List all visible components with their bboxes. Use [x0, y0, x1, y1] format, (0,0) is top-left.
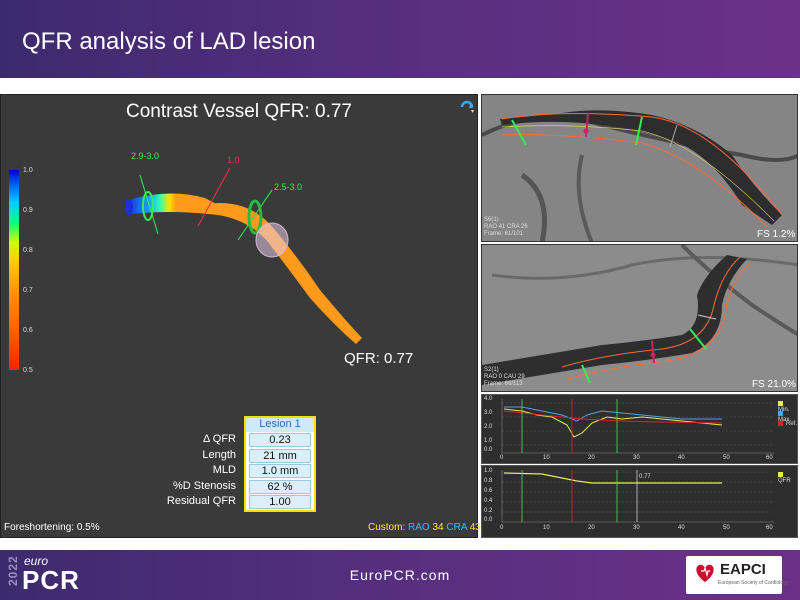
- legend-item-min: Min.: [778, 401, 797, 413]
- scale-tick: 0.5: [23, 367, 33, 374]
- x-tick: 50: [723, 455, 730, 461]
- y-tick: 0.2: [484, 508, 493, 514]
- rao-label: RAO: [408, 522, 430, 533]
- angio-info-line: S2(1): [484, 367, 499, 373]
- y-tick: 0.4: [484, 498, 493, 504]
- legend-swatch: [778, 421, 783, 426]
- legend-label: Max.: [778, 417, 792, 424]
- x-tick: 20: [588, 525, 595, 531]
- qfr-3d-panel[interactable]: [0, 94, 478, 538]
- angiogram-top[interactable]: S6(1) RAO 41 CRA 26 Frame: 61/101 FS 1.2…: [481, 94, 798, 242]
- qfr-panel-title: Contrast Vessel QFR: 0.77: [126, 101, 352, 122]
- proximal-diameter-label: 2.9-3.0: [131, 151, 160, 161]
- x-tick: 20: [588, 455, 595, 461]
- angiogram-bottom[interactable]: S2(1) RAO 0 CAU 29 Frame: 66/113 FS 21.0…: [481, 244, 798, 392]
- slide-title: QFR analysis of LAD lesion: [22, 28, 316, 55]
- legend-label: QFR: [778, 478, 791, 485]
- lesion-row-value: 1.00: [249, 495, 311, 509]
- angio-info-line: S6(1): [484, 217, 499, 223]
- custom-prefix: Custom:: [368, 522, 406, 533]
- footer-url[interactable]: EuroPCR.com: [349, 567, 451, 583]
- x-tick: 0: [500, 525, 504, 531]
- legend-item-qfr: QFR: [778, 472, 797, 484]
- y-tick: 0.6: [484, 488, 493, 494]
- scale-tick: 0.6: [23, 327, 33, 334]
- x-tick: 30: [633, 525, 640, 531]
- y-tick: 3.0: [484, 410, 493, 416]
- lesion-row-value: 21 mm: [249, 449, 311, 463]
- angio-info-line: RAO 0 CAU 29: [484, 374, 525, 380]
- x-tick: 30: [633, 455, 640, 461]
- lesion-table-header[interactable]: Lesion 1: [246, 418, 314, 432]
- lesion-row-label: Residual QFR: [166, 495, 236, 507]
- x-tick: 40: [678, 455, 685, 461]
- lesion-row-label: Length: [202, 449, 236, 461]
- eapci-sub-label: European Society of Cardiology: [718, 580, 789, 586]
- diameter-graph[interactable]: 4.0 3.0 2.0 1.0 0.0 0 10 20 30 40 50 60 …: [481, 394, 798, 464]
- eapci-heart-icon: [696, 564, 714, 582]
- lesion-row-value: 0.23: [249, 433, 311, 447]
- y-tick: 0.8: [484, 478, 493, 484]
- qfr-pullback-graph[interactable]: 1.0 0.8 0.6 0.4 0.2 0.0 0 10 20 30 40 50…: [481, 465, 798, 538]
- y-tick: 2.0: [484, 424, 493, 430]
- angio-info-line: Frame: 61/101: [484, 231, 524, 237]
- legend-item-max: Max.: [778, 411, 797, 423]
- europcr-logo-euro: euro: [24, 554, 49, 568]
- slide-header: QFR analysis of LAD lesion: [0, 0, 800, 78]
- lesion-row-label: %D Stenosis: [173, 480, 236, 492]
- distal-diameter-label: 2.5-3.0: [274, 182, 303, 192]
- x-tick: 10: [543, 525, 550, 531]
- menu-dots-icon[interactable]: ▾: [471, 109, 475, 115]
- lesion-row-value: 62 %: [249, 480, 311, 494]
- diameter-graph-plot: [501, 399, 774, 454]
- x-tick: 60: [766, 525, 773, 531]
- x-tick: 10: [543, 455, 550, 461]
- vessel-3d-render[interactable]: [110, 150, 380, 350]
- projection-readout: Custom: RAO 34 CRA 43: [368, 522, 481, 533]
- angiogram-bottom-info: S2(1) RAO 0 CAU 29 Frame: 66/113: [484, 367, 525, 388]
- rotate-icon[interactable]: [459, 98, 475, 112]
- y-tick: 4.0: [484, 396, 493, 402]
- legend-swatch: [778, 411, 783, 416]
- y-tick: 1.0: [484, 468, 493, 474]
- y-tick: 0.0: [484, 447, 493, 453]
- angiogram-top-info: S6(1) RAO 41 CRA 26 Frame: 61/101: [484, 217, 528, 238]
- foreshortening-readout: Foreshortening: 0.5%: [4, 522, 100, 533]
- angio-info-line: RAO 41 CRA 26: [484, 224, 528, 230]
- legend-label: Min.: [778, 407, 790, 414]
- europcr-logo-pcr: PCR: [22, 565, 80, 595]
- angiogram-top-fs: FS 1.2%: [757, 229, 796, 240]
- legend-swatch: [778, 472, 783, 477]
- legend-label: Ref.: [786, 421, 798, 428]
- eapci-label: EAPCI: [720, 561, 766, 578]
- scale-tick: 0.8: [23, 247, 33, 254]
- angiogram-bottom-fs: FS 21.0%: [752, 379, 796, 390]
- x-tick: 40: [678, 525, 685, 531]
- angiogram-bottom-image: [482, 245, 797, 391]
- lesion-diameter-label: 1.0: [227, 155, 240, 165]
- angiogram-top-image: [482, 95, 797, 241]
- legend-item-ref: Ref.: [778, 421, 797, 427]
- lesion-row-value: 1.0 mm: [249, 464, 311, 478]
- slide-footer: [0, 550, 800, 600]
- x-tick: 60: [766, 455, 773, 461]
- x-tick: 50: [723, 525, 730, 531]
- scale-tick: 1.0: [23, 167, 33, 174]
- cra-value: 43: [469, 522, 481, 533]
- qfr-pullback-plot: [501, 470, 774, 523]
- lesion-row-label: MLD: [212, 464, 236, 476]
- qfr-color-scale: [9, 170, 19, 370]
- legend-swatch: [778, 401, 783, 406]
- angio-info-line: Frame: 66/113: [484, 381, 523, 387]
- cra-label: CRA: [446, 522, 467, 533]
- rao-value: 34: [432, 522, 444, 533]
- y-tick: 1.0: [484, 438, 493, 444]
- y-tick: 0.0: [484, 517, 493, 523]
- x-tick: 0: [500, 455, 504, 461]
- scale-tick: 0.7: [23, 287, 33, 294]
- qfr-value-marker: 0.77: [639, 474, 651, 480]
- lesion-row-label: Δ QFR: [202, 433, 236, 445]
- scale-tick: 0.9: [23, 207, 33, 214]
- qfr-end-label: QFR: 0.77: [344, 350, 414, 367]
